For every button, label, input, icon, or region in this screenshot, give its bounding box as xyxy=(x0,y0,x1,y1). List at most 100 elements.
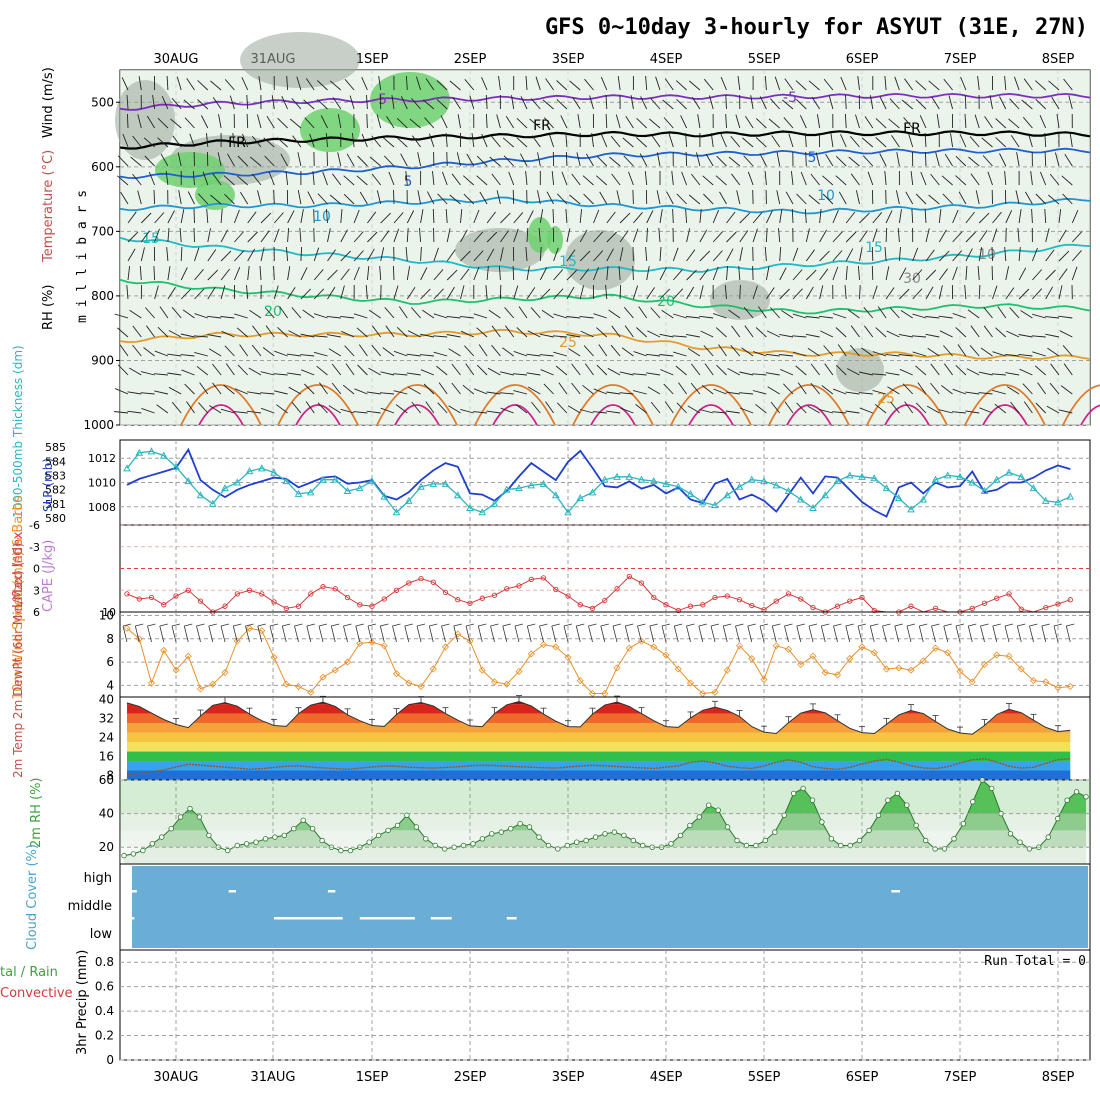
thickness-point xyxy=(172,462,180,470)
wind-barb xyxy=(755,118,767,129)
wind-barb xyxy=(193,335,208,338)
isotherm-arc-hot xyxy=(1080,404,1100,426)
bottom-date-label: 3SEP xyxy=(552,1070,585,1085)
wind-speed-point xyxy=(711,688,719,696)
slp-ylabel-left-text: 1000-500mb Thickness (dm) xyxy=(11,345,25,518)
rh-2m-point xyxy=(517,821,523,827)
wind-barb xyxy=(1071,210,1079,224)
wind-barb xyxy=(327,269,338,281)
wind-barb xyxy=(496,190,501,205)
wind-barb-flag xyxy=(367,623,377,627)
wind-barb xyxy=(752,390,767,395)
rh-2m-point xyxy=(1026,846,1033,852)
lifted-index-point xyxy=(222,603,228,609)
rh-2m-point xyxy=(470,841,476,847)
wind-barb xyxy=(783,383,794,395)
wind-barb-flag xyxy=(233,623,242,627)
rh-2m-point xyxy=(432,842,438,849)
wind-speed-point xyxy=(503,680,511,688)
wind-barb xyxy=(625,116,634,129)
thickness-tick-label: 584 xyxy=(45,455,66,468)
wind-barb xyxy=(658,227,661,243)
wind-barb xyxy=(340,315,355,319)
wind-barb xyxy=(168,386,182,395)
wind-barb xyxy=(548,133,555,148)
wind-barb xyxy=(659,246,662,262)
wind-barb xyxy=(1022,383,1033,395)
wind-barb xyxy=(624,325,634,338)
wind-barb xyxy=(247,410,262,414)
wind-barb xyxy=(685,208,688,224)
wind-barb-10m xyxy=(269,625,275,643)
wind-barb xyxy=(1022,117,1033,129)
wind-barb xyxy=(969,345,980,357)
wind-barb xyxy=(655,76,661,91)
wind-barb xyxy=(810,173,820,186)
thickness-point xyxy=(245,467,254,475)
wind-barb xyxy=(551,171,555,186)
wind-barb xyxy=(246,113,249,129)
wind-barb xyxy=(686,333,700,338)
wind-barb xyxy=(571,173,581,186)
lifted-index-point xyxy=(540,575,547,581)
wind-barb xyxy=(638,306,648,319)
wind-barb xyxy=(808,194,820,205)
rh-2m-point xyxy=(630,837,636,844)
wind-barb xyxy=(555,365,568,376)
wind-barb xyxy=(132,344,142,357)
wind-barb xyxy=(371,173,382,186)
bottom-date-label: 7SEP xyxy=(944,1070,977,1085)
wind-barb xyxy=(872,212,883,224)
wind-barb-10m xyxy=(441,625,446,643)
rh-2m-point xyxy=(413,824,420,830)
slp-tick-label: 1012 xyxy=(88,452,116,465)
top-date-label: 30AUG xyxy=(153,52,198,67)
wind-barb xyxy=(325,133,328,148)
wind-barb xyxy=(821,385,834,395)
wind-barb xyxy=(319,382,328,395)
thickness-tick-label: 582 xyxy=(45,484,66,497)
wind-barb-flag xyxy=(257,623,266,627)
wind-tick-label: 8 xyxy=(106,632,114,646)
wind-barb xyxy=(633,212,643,224)
rh-2m-point xyxy=(706,802,712,808)
thickness-point xyxy=(343,486,352,494)
wind-barb xyxy=(924,208,927,224)
wind-barb xyxy=(465,363,475,376)
wind-barb xyxy=(898,246,901,262)
wind-barb xyxy=(925,333,940,338)
wind-barb xyxy=(845,94,847,110)
wind-barb xyxy=(728,156,741,167)
wind-barb xyxy=(301,369,315,376)
isotherm-arc xyxy=(376,384,458,426)
wind-barb xyxy=(712,209,720,224)
wind-barb xyxy=(619,392,634,395)
wind-barb xyxy=(620,407,634,414)
wind-barb xyxy=(273,265,275,281)
wind-barb xyxy=(476,364,488,376)
wind-barb xyxy=(132,135,142,148)
wind-barb xyxy=(646,210,654,224)
wind-barb-10m xyxy=(1041,625,1047,643)
wind-barb xyxy=(273,373,288,376)
wind-barb xyxy=(1060,385,1073,395)
wind-barb xyxy=(623,307,634,319)
wind-barb xyxy=(1048,80,1060,91)
wind-barb xyxy=(556,99,568,110)
cloud-ylabel-text: Cloud Cover (%) xyxy=(25,844,40,950)
wind-barb xyxy=(869,95,874,110)
wind-barb xyxy=(660,369,674,376)
wind-barb xyxy=(938,229,947,243)
wind-barb xyxy=(1031,208,1033,224)
wind-barb xyxy=(159,306,169,319)
wind-barb xyxy=(864,325,874,338)
thickness-point xyxy=(613,472,621,480)
thickness-point xyxy=(809,503,817,511)
wind-barb xyxy=(451,173,461,186)
wind-barb xyxy=(170,118,182,129)
wind-barb xyxy=(845,248,854,262)
wind-barb xyxy=(525,246,528,262)
wind-barb xyxy=(358,344,368,357)
rh-2m-point xyxy=(262,836,269,842)
wind-barb-10m xyxy=(931,625,936,643)
